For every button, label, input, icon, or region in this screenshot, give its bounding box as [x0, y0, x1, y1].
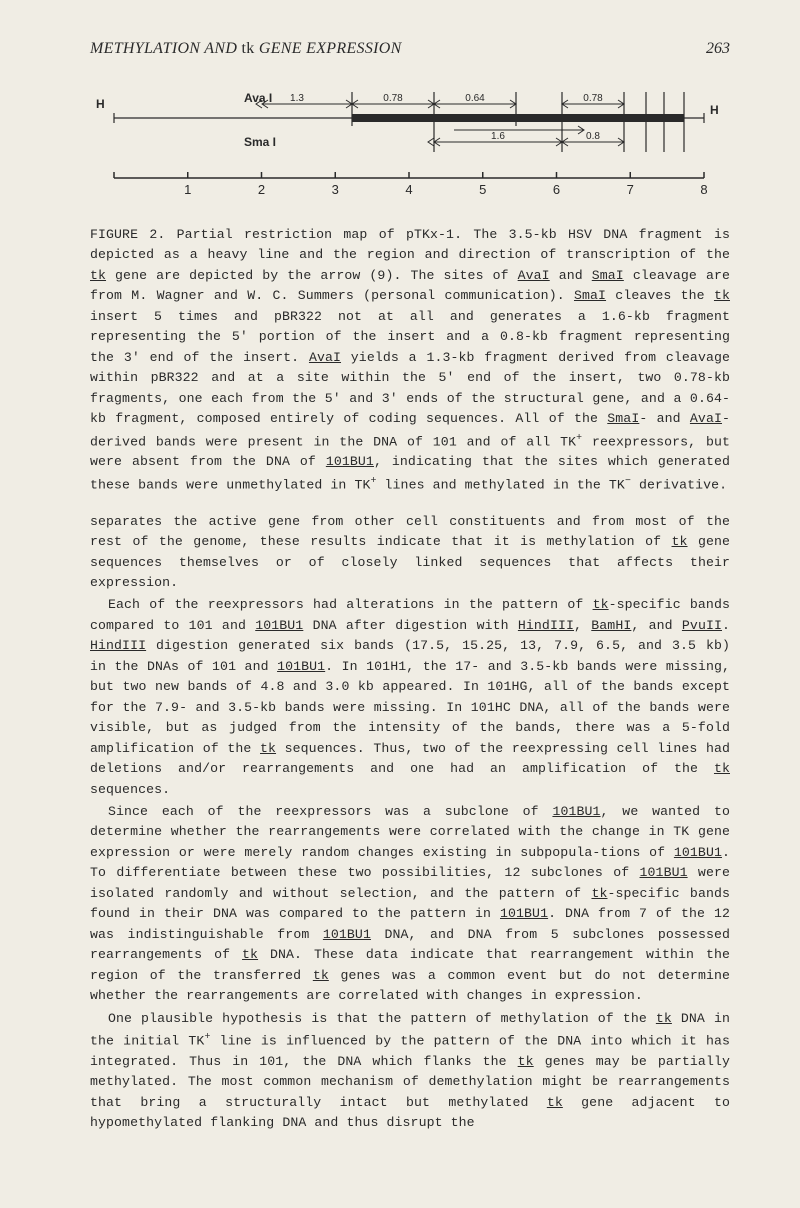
svg-text:4: 4	[405, 182, 412, 197]
svg-text:3: 3	[332, 182, 339, 197]
svg-text:1.3: 1.3	[290, 93, 304, 104]
body-paragraph-3: Since each of the reexpressors was a sub…	[90, 802, 730, 1007]
svg-text:H: H	[710, 103, 719, 117]
svg-text:Sma I: Sma I	[244, 135, 276, 149]
svg-text:5: 5	[479, 182, 486, 197]
running-header: METHYLATION AND tk GENE EXPRESSION 263	[90, 40, 730, 58]
svg-text:7: 7	[627, 182, 634, 197]
body-paragraph-2: Each of the reexpressors had alterations…	[90, 595, 730, 800]
svg-text:0.8: 0.8	[586, 131, 600, 142]
header-title-left: METHYLATION AND	[90, 40, 237, 57]
svg-text:6: 6	[553, 182, 560, 197]
svg-text:1: 1	[184, 182, 191, 197]
svg-text:0.78: 0.78	[583, 93, 603, 104]
svg-text:0.78: 0.78	[383, 93, 403, 104]
svg-text:1.6: 1.6	[491, 131, 505, 142]
page: METHYLATION AND tk GENE EXPRESSION 263 H…	[0, 0, 800, 1186]
restriction-map-figure: HHAva ISma I1.30.780.640.781.60.81234567…	[84, 86, 730, 211]
svg-text:0.64: 0.64	[465, 93, 485, 104]
header-title-right: GENE EXPRESSION	[259, 40, 402, 57]
svg-text:8: 8	[700, 182, 707, 197]
body-paragraph-4: One plausible hypothesis is that the pat…	[90, 1009, 730, 1134]
header-title-tk: tk	[242, 40, 255, 57]
body-paragraph-1: separates the active gene from other cel…	[90, 512, 730, 594]
svg-text:2: 2	[258, 182, 265, 197]
page-number: 263	[706, 40, 730, 58]
header-title: METHYLATION AND tk GENE EXPRESSION	[90, 40, 402, 58]
svg-text:H: H	[96, 97, 105, 111]
figure-caption: FIGURE 2. Partial restriction map of pTK…	[90, 225, 730, 496]
